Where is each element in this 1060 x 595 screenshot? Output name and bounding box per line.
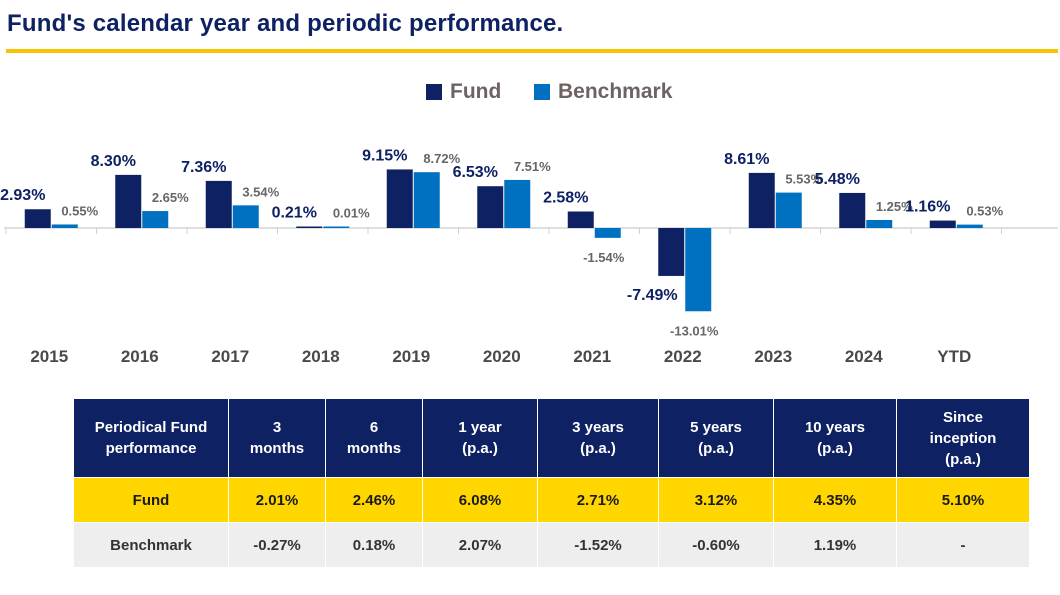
bar-fund-2024: [839, 192, 866, 228]
category-label-2015: 2015: [30, 347, 68, 366]
bar-benchmark-2018: [323, 226, 350, 228]
bar-benchmark-YTD: [956, 224, 983, 228]
bar-fund-2021: [567, 211, 594, 228]
category-label-2017: 2017: [211, 347, 249, 366]
bar-fund-2019: [386, 169, 413, 228]
bar-benchmark-2016: [142, 211, 169, 228]
category-label-2024: 2024: [845, 347, 883, 366]
table-row-benchmark: Benchmark -0.27% 0.18% 2.07% -1.52% -0.6…: [73, 522, 1030, 568]
table-cell: -1.52%: [537, 522, 659, 568]
table-cell: 1.19%: [773, 522, 897, 568]
bar-benchmark-2020: [504, 179, 531, 228]
table-cell: 2.71%: [537, 477, 659, 523]
data-label-fund-2020: 6.53%: [453, 164, 498, 181]
legend-swatch-benchmark: [534, 84, 550, 100]
category-label-2022: 2022: [664, 347, 702, 366]
bar-fund-2015: [24, 209, 51, 228]
data-label-fund-2022: -7.49%: [627, 287, 678, 304]
bar-fund-2018: [296, 226, 323, 228]
bar-benchmark-2019: [413, 172, 440, 228]
table-row-fund: Fund 2.01% 2.46% 6.08% 2.71% 3.12% 4.35%…: [73, 477, 1030, 523]
category-label-2023: 2023: [754, 347, 792, 366]
performance-bar-chart: Fund Benchmark 2.93% 0.55% 2015 8.30% 2.65% 201…: [0, 80, 1058, 366]
data-label-fund-2018: 0.21%: [272, 205, 317, 222]
category-label-2018: 2018: [302, 347, 340, 366]
periodic-performance-table: Periodical Fund performance 3 months 6 m…: [73, 398, 1030, 568]
legend-swatch-fund: [426, 84, 442, 100]
table-cell: -0.60%: [658, 522, 774, 568]
bar-fund-2017: [205, 180, 232, 228]
header-cell-3-years: 3 years (p.a.): [537, 398, 659, 478]
table-cell: 2.07%: [422, 522, 538, 568]
page-title: Fund's calendar year and periodic perfor…: [7, 10, 564, 37]
table-cell: 4.35%: [773, 477, 897, 523]
category-label-2019: 2019: [392, 347, 430, 366]
bar-fund-2022: [658, 228, 685, 276]
table-cell: 2.46%: [325, 477, 423, 523]
data-label-benchmark-2021: -1.54%: [583, 250, 625, 265]
category-label-2016: 2016: [121, 347, 159, 366]
data-label-fund-2023: 8.61%: [724, 151, 769, 168]
data-label-benchmark-2023: 5.53%: [785, 172, 822, 187]
table-header-row: Periodical Fund performance 3 months 6 m…: [73, 398, 1030, 478]
category-label-2021: 2021: [573, 347, 611, 366]
category-label-2020: 2020: [483, 347, 521, 366]
data-label-benchmark-2017: 3.54%: [242, 184, 279, 199]
data-label-fund-2024: 5.48%: [815, 171, 860, 188]
table-cell: 5.10%: [896, 477, 1030, 523]
data-label-benchmark-2018: 0.01%: [333, 206, 370, 221]
table-cell: 6.08%: [422, 477, 538, 523]
bar-fund-2016: [115, 174, 142, 228]
data-label-fund-2021: 2.58%: [543, 189, 588, 206]
header-cell-10-years: 10 years (p.a.): [773, 398, 897, 478]
data-label-fund-2019: 9.15%: [362, 147, 407, 164]
bar-benchmark-2017: [232, 205, 259, 228]
header-cell-label: Periodical Fund performance: [73, 398, 229, 478]
row-label-fund: Fund: [73, 477, 229, 523]
table-cell: -0.27%: [228, 522, 326, 568]
data-label-benchmark-YTD: 0.53%: [966, 204, 1003, 219]
table-cell: 2.01%: [228, 477, 326, 523]
header-cell-6-months: 6 months: [325, 398, 423, 478]
bar-benchmark-2023: [775, 192, 802, 228]
data-label-fund-2016: 8.30%: [91, 153, 136, 170]
data-label-fund-YTD: 1.16%: [905, 199, 950, 216]
row-label-benchmark: Benchmark: [73, 522, 229, 568]
legend-label-benchmark: Benchmark: [558, 80, 673, 103]
header-cell-5-years: 5 years (p.a.): [658, 398, 774, 478]
bar-benchmark-2015: [51, 224, 78, 228]
data-label-benchmark-2020: 7.51%: [514, 159, 551, 174]
data-label-benchmark-2016: 2.65%: [152, 190, 189, 205]
data-label-fund-2017: 7.36%: [181, 159, 226, 176]
header-cell-1-year: 1 year (p.a.): [422, 398, 538, 478]
header-cell-3-months: 3 months: [228, 398, 326, 478]
bar-benchmark-2024: [866, 220, 893, 228]
table-cell: 0.18%: [325, 522, 423, 568]
bar-fund-2020: [477, 186, 504, 228]
data-label-benchmark-2022: -13.01%: [670, 323, 719, 338]
table-cell: -: [896, 522, 1030, 568]
header-cell-since-inception: Since inception (p.a.): [896, 398, 1030, 478]
bar-benchmark-2022: [685, 228, 712, 312]
title-underline: [6, 49, 1058, 53]
data-label-benchmark-2024: 1.25%: [876, 199, 913, 214]
data-label-benchmark-2019: 8.72%: [423, 151, 460, 166]
data-label-fund-2015: 2.93%: [0, 187, 45, 204]
bar-benchmark-2021: [594, 228, 621, 238]
data-label-benchmark-2015: 0.55%: [61, 203, 98, 218]
legend-label-fund: Fund: [450, 80, 501, 103]
table-cell: 3.12%: [658, 477, 774, 523]
bar-fund-YTD: [929, 220, 956, 228]
category-label-YTD: YTD: [937, 347, 971, 366]
bar-fund-2023: [748, 172, 775, 228]
